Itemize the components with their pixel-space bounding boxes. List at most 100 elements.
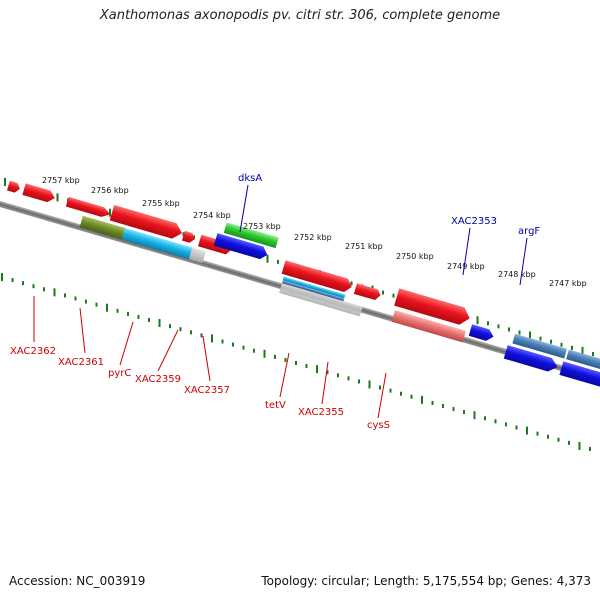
kbp-label: 2755 kbp bbox=[142, 199, 180, 208]
gene-label-dksa[interactable]: dksA bbox=[238, 173, 262, 184]
bottom-scale-tick bbox=[368, 380, 371, 389]
leader-line bbox=[239, 184, 249, 233]
gene-label-xac2355[interactable]: XAC2355 bbox=[298, 407, 344, 418]
bottom-scale-tick bbox=[158, 319, 161, 328]
gene-small-red-arrow-4[interactable] bbox=[353, 283, 382, 301]
gene-label-argf[interactable]: argF bbox=[518, 226, 540, 237]
gene-blue-arrow-3[interactable] bbox=[559, 361, 600, 394]
gene-xac2362-arrow[interactable] bbox=[0, 172, 2, 188]
top-scale-tick bbox=[382, 290, 384, 295]
bottom-scale-tick bbox=[211, 334, 213, 343]
bottom-scale-tick bbox=[32, 284, 35, 289]
kbp-label: 2752 kbp bbox=[294, 233, 332, 242]
gene-small-red-arrow[interactable] bbox=[6, 180, 21, 194]
bottom-scale-tick bbox=[337, 373, 339, 378]
leader-line bbox=[202, 335, 211, 382]
gene-dksa-box[interactable] bbox=[223, 222, 279, 249]
gene-argf-arrow[interactable] bbox=[503, 345, 560, 374]
gene-xac2353-arrow[interactable] bbox=[468, 324, 495, 342]
gene-small-red-arrow-3[interactable] bbox=[181, 230, 196, 244]
gene-label-xac2362[interactable]: XAC2362 bbox=[10, 346, 56, 357]
kbp-label: 2754 kbp bbox=[193, 211, 231, 220]
bottom-scale-tick bbox=[169, 324, 171, 329]
bottom-scale-tick bbox=[400, 391, 402, 396]
domain-cyan-2[interactable] bbox=[282, 276, 346, 299]
gene-label-xac2357[interactable]: XAC2357 bbox=[184, 385, 230, 396]
kbp-label: 2749 kbp bbox=[447, 262, 485, 271]
kbp-label: 2757 kbp bbox=[42, 176, 80, 185]
gene-dksa-arrow[interactable] bbox=[213, 233, 269, 261]
bottom-scale-tick bbox=[200, 333, 203, 338]
gene-label-xac2361[interactable]: XAC2361 bbox=[58, 357, 104, 368]
top-scale-tick bbox=[518, 330, 521, 335]
gene-label-xac2353[interactable]: XAC2353 bbox=[451, 216, 497, 227]
top-scale-tick bbox=[571, 345, 573, 350]
bottom-scale-tick bbox=[484, 416, 486, 421]
bottom-scale-tick bbox=[410, 394, 413, 399]
bottom-scale-tick bbox=[148, 317, 150, 322]
top-scale-tick bbox=[182, 232, 185, 237]
bottom-scale-tick bbox=[557, 437, 560, 442]
bottom-scale-tick bbox=[305, 364, 308, 369]
genome-summary-text: Topology: circular; Length: 5,175,554 bp… bbox=[261, 574, 591, 588]
top-scale-tick bbox=[539, 336, 542, 341]
bottom-scale-tick bbox=[116, 308, 119, 313]
bottom-scale-tick bbox=[316, 365, 318, 374]
bottom-scale-tick bbox=[179, 327, 182, 332]
top-scale-tick bbox=[497, 324, 500, 329]
bottom-scale-tick bbox=[494, 419, 497, 424]
gene-red-arrow-2[interactable] bbox=[22, 183, 56, 203]
gene-label-pyrc[interactable]: pyrC bbox=[108, 368, 131, 379]
bottom-scale-tick bbox=[452, 407, 455, 412]
gene-steel-box-2[interactable] bbox=[566, 349, 600, 376]
bottom-scale-tick bbox=[95, 302, 98, 307]
top-scale-tick bbox=[277, 259, 279, 264]
bottom-scale-tick bbox=[1, 273, 3, 281]
gene-label-tetv[interactable]: tetV bbox=[265, 400, 286, 411]
top-scale-tick bbox=[487, 321, 489, 326]
top-scale-tick bbox=[4, 178, 6, 186]
bottom-scale-tick bbox=[526, 426, 528, 435]
bottom-scale-tick bbox=[547, 434, 549, 439]
bottom-scale-tick bbox=[421, 395, 423, 404]
gene-argf-box[interactable] bbox=[512, 333, 568, 359]
bottom-scale-tick bbox=[295, 360, 297, 365]
gene-xac2361-arrow[interactable] bbox=[65, 196, 112, 219]
bottom-scale-tick bbox=[242, 345, 245, 350]
gene-label-xac2359[interactable]: XAC2359 bbox=[135, 374, 181, 385]
domain-grey-2[interactable] bbox=[279, 283, 363, 317]
top-scale-tick bbox=[560, 342, 563, 347]
gene-pyrc-arrow[interactable] bbox=[109, 205, 185, 241]
domain-salmon[interactable] bbox=[391, 310, 467, 343]
domain-cyan[interactable] bbox=[121, 228, 193, 260]
bottom-scale-tick bbox=[127, 311, 129, 316]
top-scale-tick bbox=[392, 293, 395, 298]
domain-steel-2[interactable] bbox=[281, 280, 345, 302]
bottom-scale-tick bbox=[568, 440, 570, 445]
bottom-scale-tick bbox=[221, 339, 224, 344]
bottom-scale-tick bbox=[106, 303, 108, 312]
bottom-scale-tick bbox=[53, 288, 56, 297]
leader-line bbox=[79, 307, 86, 354]
gene-cyss-arrow[interactable] bbox=[394, 288, 472, 327]
bottom-scale-tick bbox=[274, 354, 276, 359]
gene-label-cyss[interactable]: cysS bbox=[367, 420, 390, 431]
bottom-scale-tick bbox=[578, 441, 581, 450]
bottom-scale-tick bbox=[431, 400, 434, 405]
bottom-dotted-track bbox=[1, 273, 591, 451]
leader-line bbox=[157, 329, 179, 372]
bottom-scale-tick bbox=[263, 349, 266, 358]
domain-grey[interactable] bbox=[188, 247, 206, 264]
top-scale-tick bbox=[266, 254, 269, 263]
top-scale-tick bbox=[56, 193, 59, 202]
bottom-scale-tick bbox=[232, 342, 234, 347]
top-scale-tick bbox=[592, 351, 594, 356]
leader-line bbox=[377, 372, 387, 419]
kbp-label: 2753 kbp bbox=[243, 222, 281, 231]
domain-olive[interactable] bbox=[79, 215, 126, 240]
bottom-scale-tick bbox=[253, 348, 255, 353]
leader-line bbox=[279, 352, 290, 398]
bottom-scale-tick bbox=[11, 278, 14, 283]
gene-tetv-arrow[interactable] bbox=[281, 260, 354, 293]
